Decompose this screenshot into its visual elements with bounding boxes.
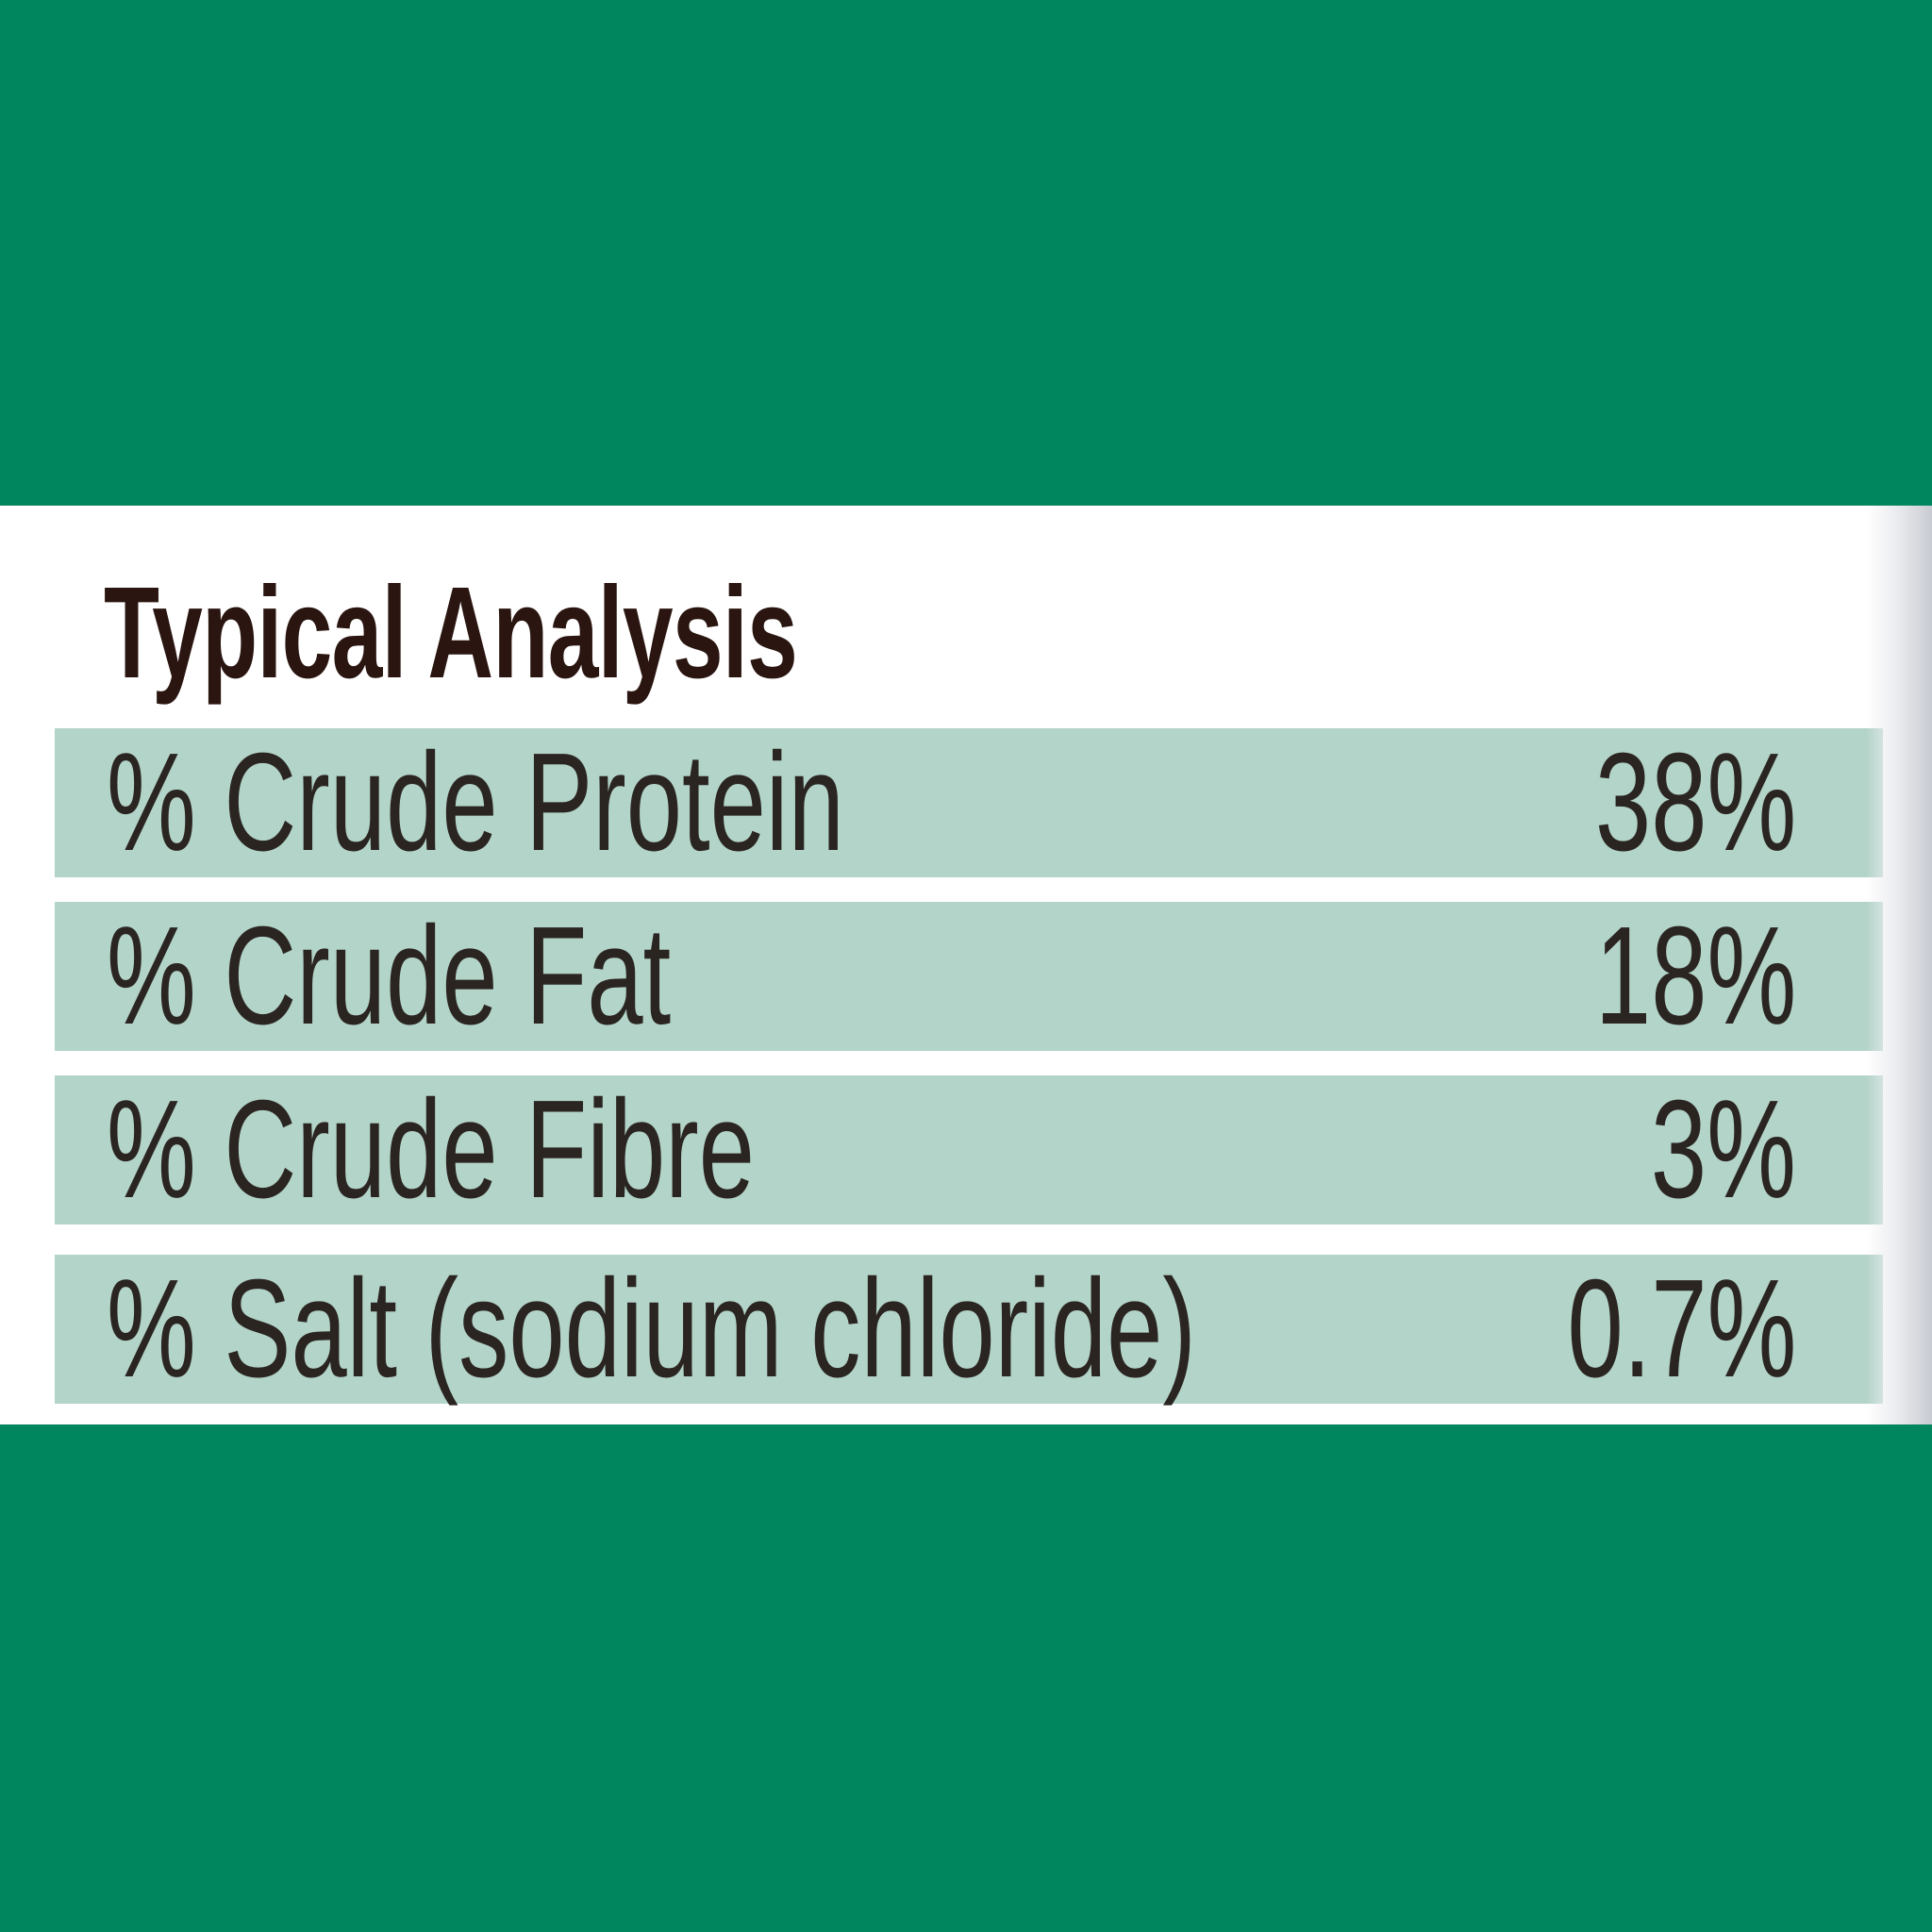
row-value: 0.7%	[1567, 1251, 1796, 1407]
analysis-row-fat: % Crude Fat 18%	[55, 902, 1883, 1051]
row-value: 3%	[1650, 1072, 1796, 1227]
row-label: % Crude Fibre	[107, 1072, 755, 1227]
bottom-green-band	[0, 1424, 1932, 1932]
row-value: 38%	[1594, 724, 1796, 880]
analysis-title: Typical Analysis	[104, 560, 798, 706]
analysis-row-salt: % Salt (sodium chloride) 0.7%	[55, 1255, 1883, 1404]
row-label: % Crude Fat	[107, 898, 672, 1054]
top-green-band	[0, 0, 1932, 506]
row-label: % Crude Protein	[107, 724, 844, 880]
analysis-row-fibre: % Crude Fibre 3%	[55, 1075, 1883, 1224]
page-curl-shadow	[1866, 506, 1932, 1424]
row-label: % Salt (sodium chloride)	[107, 1251, 1196, 1407]
row-value: 18%	[1594, 898, 1796, 1054]
analysis-panel: Typical Analysis % Crude Protein 38% % C…	[0, 506, 1932, 1424]
analysis-row-protein: % Crude Protein 38%	[55, 728, 1883, 877]
